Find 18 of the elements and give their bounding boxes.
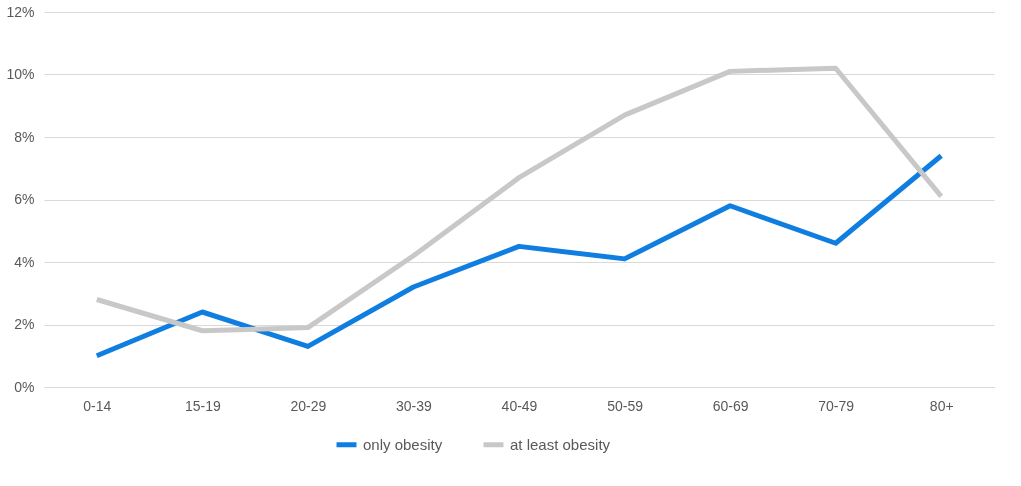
- legend-label: at least obesity: [510, 435, 611, 453]
- x-tick-label: 80+: [929, 397, 954, 414]
- y-tick-label: 12%: [6, 3, 35, 20]
- y-tick-label: 0%: [14, 378, 35, 395]
- x-tick-label: 70-79: [818, 397, 855, 414]
- y-tick-label: 2%: [14, 316, 35, 332]
- x-tick-label: 40-49: [501, 397, 538, 414]
- y-tick-label: 6%: [14, 191, 35, 207]
- x-tick-label: 15-19: [184, 397, 221, 414]
- x-tick-label: 60-69: [712, 397, 749, 414]
- x-tick-label: 20-29: [290, 397, 327, 414]
- x-tick-label: 50-59: [607, 397, 644, 414]
- y-tick-label: 4%: [14, 253, 35, 270]
- legend-label: only obesity: [363, 435, 443, 453]
- x-tick-label: 30-39: [396, 397, 433, 414]
- x-tick-label: 0-14: [83, 397, 112, 414]
- y-tick-label: 10%: [6, 66, 35, 82]
- y-tick-label: 8%: [14, 128, 35, 145]
